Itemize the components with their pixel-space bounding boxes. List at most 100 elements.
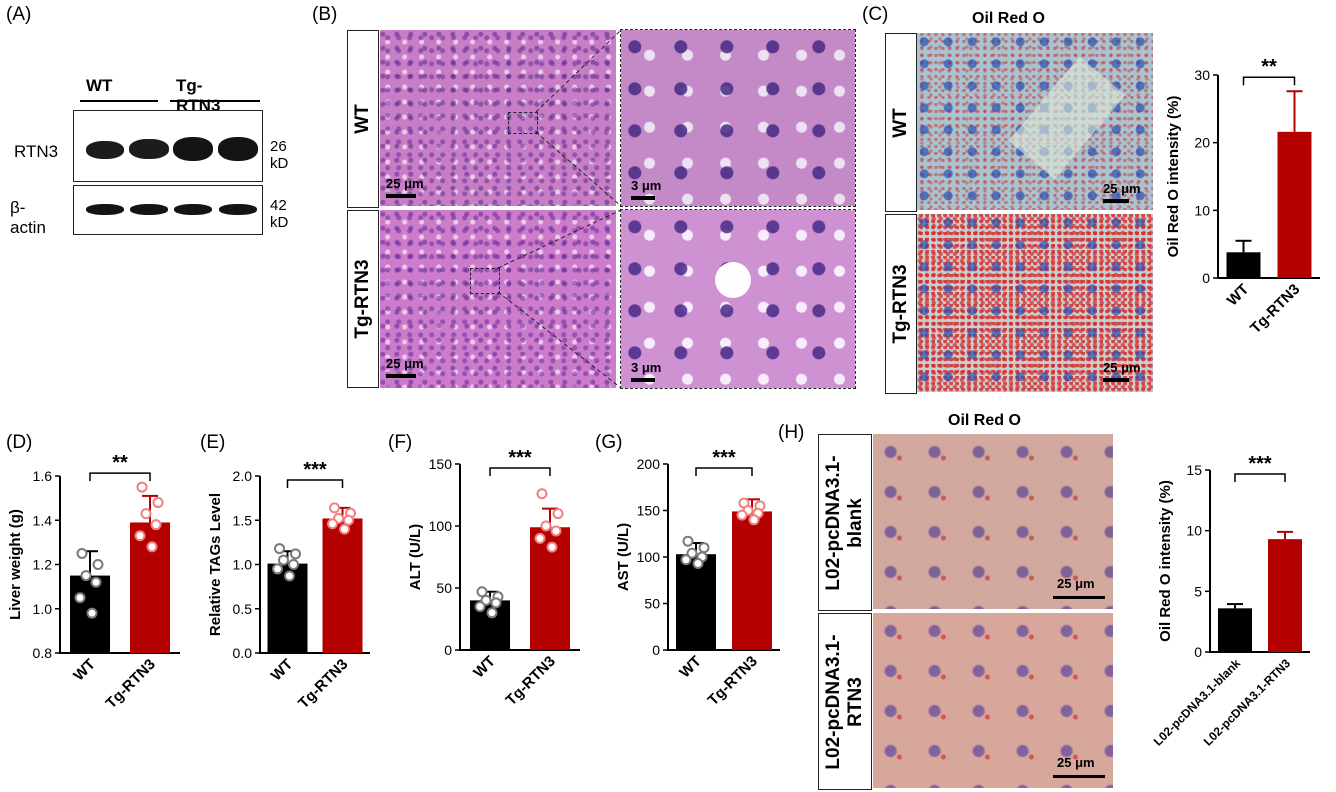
y-tick-label: 100: [637, 549, 661, 565]
data-point: [534, 532, 546, 544]
data-point: [682, 535, 694, 547]
data-point: [329, 502, 340, 514]
y-tick-label: 0.0: [233, 645, 253, 661]
data-point: [343, 514, 354, 526]
blot-size-26: 26 kD: [270, 138, 289, 172]
panel-label-f: (F): [388, 432, 413, 453]
chart-alt: 0 50 100 150 ALT (U/L) WT Tg-RTN3 ***: [407, 447, 580, 709]
category-label: Tg-RTN3: [103, 656, 159, 712]
he-row-label-wt: WT: [347, 30, 379, 208]
category-label: Tg-RTN3: [1247, 281, 1303, 337]
significance-bracket: [1242, 76, 1296, 86]
data-point: [152, 497, 164, 509]
data-point: [490, 597, 502, 609]
y-tick-label: 20: [1194, 135, 1210, 151]
y-tick-label: 0.8: [33, 645, 53, 661]
panel-label-b: (B): [312, 4, 338, 25]
data-point: [680, 554, 692, 566]
chart-ast: 0 50 100 150 200 AST (U/L) WT Tg-RTN3 ***: [615, 447, 780, 709]
scale-bar: 25 μm: [386, 356, 424, 378]
category-label: Tg-RTN3: [295, 656, 351, 712]
data-point: [536, 488, 548, 500]
bar-treatment: [1268, 539, 1302, 652]
data-point: [339, 523, 350, 535]
y-axis-label: ALT (U/L): [407, 524, 424, 590]
blot-band: [86, 141, 124, 159]
data-point: [290, 548, 301, 560]
data-point: [474, 601, 486, 613]
oil-c-title: Oil Red O: [972, 10, 1045, 27]
y-tick-label: 2.0: [233, 468, 253, 484]
data-point: [146, 541, 158, 553]
data-point: [272, 563, 283, 575]
data-point: [486, 607, 498, 619]
category-label: L02-pcDNA3.1-blank: [1151, 656, 1244, 749]
data-point: [74, 592, 86, 604]
blot-band: [129, 139, 169, 159]
y-tick-label: 150: [637, 503, 661, 519]
blot-size-42: 42 kD: [270, 197, 289, 231]
y-tick-label: 10: [1194, 202, 1210, 218]
blot-group-wt-line: [80, 100, 158, 102]
significance-bracket: [89, 472, 151, 482]
data-point: [140, 508, 152, 520]
y-tick-label: 1.2: [33, 557, 53, 573]
y-axis-label: Oil Red O intensity (%): [1157, 480, 1174, 642]
y-tick-label: 200: [637, 456, 661, 472]
category-label: WT: [268, 656, 297, 685]
he-row-label-tg: Tg-RTN3: [347, 210, 379, 388]
panel-label-e: (E): [200, 432, 226, 453]
data-point: [327, 518, 338, 530]
oil-c-row-label-tg: Tg-RTN3: [885, 214, 917, 394]
chart-tags: 0.0 0.5 1.0 1.5 2.0 Relative TAGs Level WTTg-R…: [207, 459, 370, 712]
data-point: [284, 570, 295, 582]
blot-strip-actin: [73, 185, 263, 235]
oil-h-image-blank: 25 μm: [873, 434, 1113, 609]
blot-band: [219, 204, 257, 215]
y-axis-label: Oil Red O intensity (%): [1165, 96, 1182, 258]
oil-c-image-tg: 25 μm: [917, 214, 1153, 392]
bar-control: [1226, 252, 1261, 278]
scale-bar: 3 μm: [631, 178, 661, 200]
y-tick-label: 0: [1202, 270, 1210, 286]
category-label: L02-pcDNA3.1-RTN3: [1201, 656, 1294, 749]
y-tick-label: 0.5: [233, 601, 253, 617]
y-tick-label: 10: [1186, 523, 1202, 539]
panel-label-a: (A): [6, 4, 32, 25]
significance-marker: **: [112, 452, 128, 474]
bar-control: [676, 554, 716, 650]
data-point: [692, 558, 704, 570]
data-point: [550, 525, 562, 537]
scale-bar: 3 μm: [631, 360, 661, 382]
oil-c-image-wt: 25 μm: [917, 33, 1153, 210]
data-point: [698, 542, 710, 554]
y-tick-label: 100: [429, 518, 453, 534]
blot-strip-rtn3: [73, 110, 263, 182]
bar-control: [1218, 608, 1252, 652]
data-point: [540, 520, 552, 532]
y-tick-label: 50: [644, 596, 660, 612]
y-tick-label: 150: [429, 456, 453, 472]
he-image-tg-high: 3 μm: [620, 209, 856, 389]
vessel-region: [1008, 56, 1126, 180]
he-image-tg-low: 25 μm: [380, 210, 616, 388]
data-point: [90, 576, 102, 588]
y-tick-label: 1.0: [233, 557, 253, 573]
bar-treatment: [322, 518, 363, 653]
oil-c-row-label-wt: WT: [885, 33, 917, 212]
data-point: [288, 559, 299, 570]
category-label: WT: [70, 656, 99, 685]
scale-bar: 25 μm: [386, 176, 424, 198]
bar-treatment: [732, 511, 772, 650]
panel-label-c: (C): [862, 4, 889, 25]
data-point: [80, 570, 92, 582]
y-axis-label: AST (U/L): [615, 523, 632, 591]
data-point: [748, 514, 760, 526]
scale-bar: 25 μm: [1103, 360, 1141, 382]
oil-h-row-label-blank: L02-pcDNA3.1- blank: [818, 434, 872, 611]
blot-row-label-rtn3: RTN3: [14, 142, 59, 161]
blot-group-wt: WT: [86, 76, 113, 95]
he-image-wt-low: 25 μm: [380, 30, 616, 206]
y-axis-label: Relative TAGs Level: [207, 493, 224, 636]
